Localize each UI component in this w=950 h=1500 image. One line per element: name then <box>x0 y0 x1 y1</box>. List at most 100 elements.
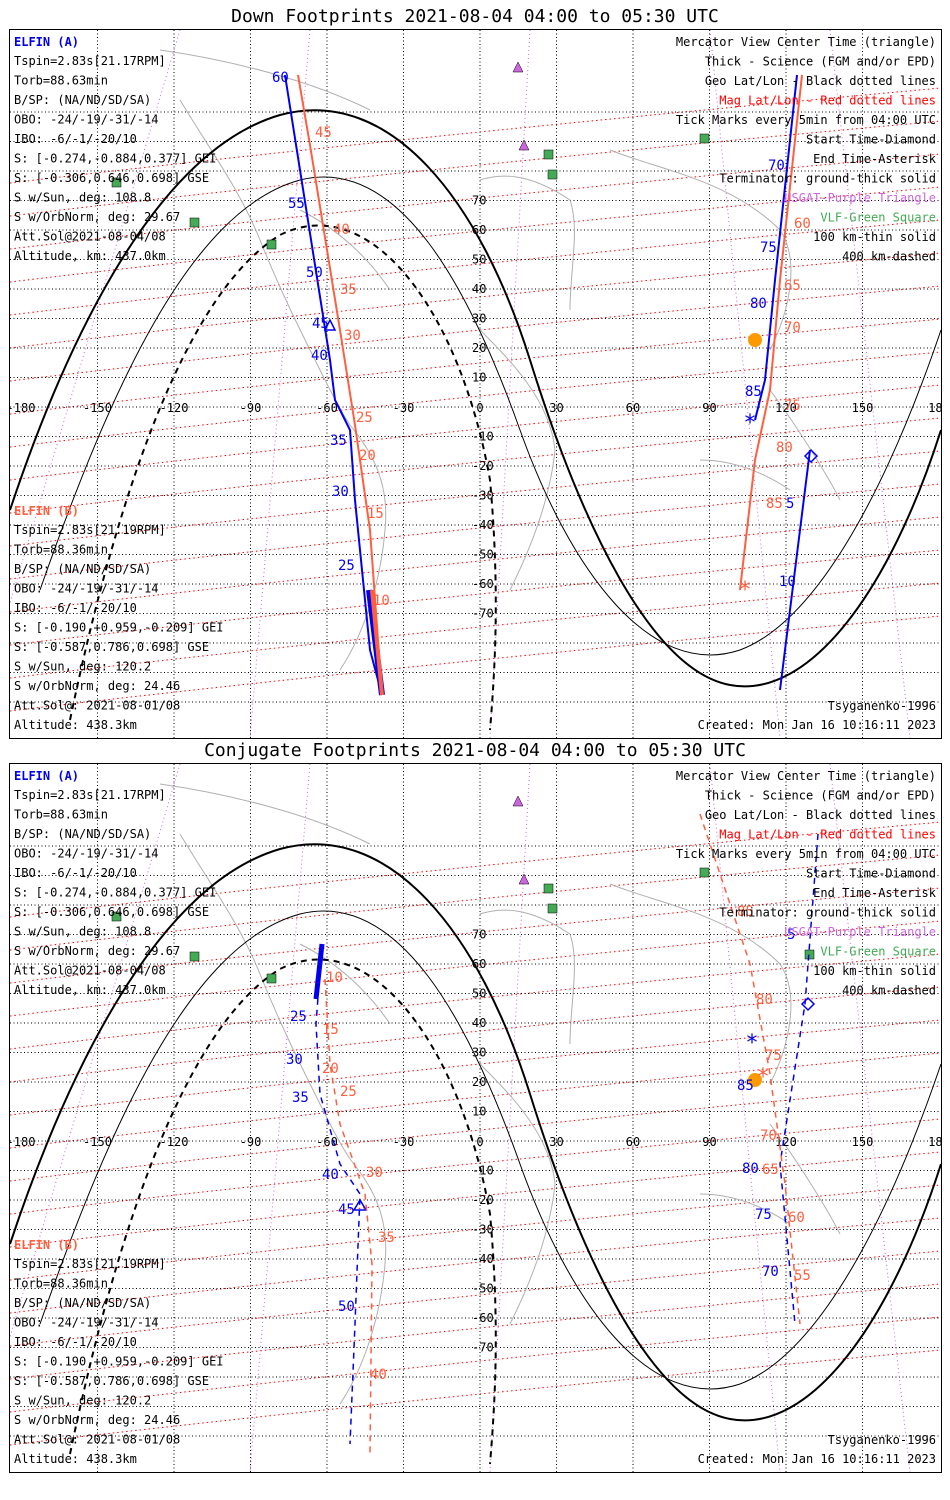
coastline <box>159 783 371 845</box>
lat-tick-label: 40 <box>472 1016 486 1030</box>
elfin-b-time-label: 40 <box>370 1367 387 1383</box>
elfin-b-time-label: 80 <box>756 992 773 1008</box>
panel-2-title: Conjugate Footprints 2021-08-04 04:00 to… <box>204 740 746 761</box>
mag-lat-line <box>10 615 941 712</box>
elfin-b-info-line: S: [-0.190,+0.959,-0.209] GEI <box>14 1355 224 1369</box>
elfin-a-info-line: Att.Sol@2021-08-04/08 <box>14 964 166 978</box>
mag-lon-line <box>249 764 311 1472</box>
elfin-b-time-label: 35 <box>340 282 357 298</box>
elfin-a-orbit-line-east <box>754 74 798 421</box>
coastline <box>699 459 791 491</box>
elfin-b-time-label: 70 <box>784 320 801 336</box>
legend-entry: USGAT-Purple Triangle <box>784 925 936 939</box>
elfin-b-time-label: 10 <box>326 970 343 986</box>
lon-tick-label: 90 <box>702 1135 716 1149</box>
lon-tick-label: 90 <box>702 401 716 415</box>
elfin-a-orbit-line <box>284 74 383 696</box>
lat-tick-label: -40 <box>472 1252 494 1266</box>
elfin-b-info-line: B/SP: (NA/ND/SD/SA) <box>14 1296 151 1310</box>
mag-lat-line <box>10 417 941 514</box>
elfin-a-time-label: 45 <box>312 316 329 332</box>
legend-entry: 100 km-thin solid <box>813 230 936 244</box>
lat-tick-label: 60 <box>472 223 486 237</box>
elfin-a-info: ELFIN (A) Tspin=2.83s[21.17RPM] Torb=88.63… <box>14 769 216 997</box>
elfin-a-info-line: Altitude, km: 437.0km <box>14 983 166 997</box>
lon-tick-label: 60 <box>626 401 640 415</box>
elfin-a-info-line: OBO: -24/-19/-31/-14 <box>14 847 159 861</box>
elfin-a-time-label: 30 <box>286 1052 303 1068</box>
end-asterisk-a: * <box>743 411 756 436</box>
lat-tick-label: -40 <box>472 518 494 532</box>
elfin-b-label: ELFIN (B) <box>14 504 79 518</box>
elfin-b-time-label: 25 <box>340 1084 357 1100</box>
created-timestamp: Created: Mon Jan 16 10:16:11 2023 <box>698 718 936 732</box>
elfin-a-time-label: 40 <box>311 348 328 364</box>
elfin-b-info-line: Torb=88.36min <box>14 543 108 557</box>
usgat-triangle <box>518 873 530 885</box>
terminator-400km <box>69 958 497 1465</box>
elfin-a-info: ELFIN (A) Tspin=2.83s[21.17RPM] Torb=88.63… <box>14 35 216 263</box>
legend-entry: Thick - Science (FGM and/or EPD) <box>705 789 936 803</box>
elfin-a-info-line: S: [-0.274,-0.884,0.377] GEI <box>14 152 216 166</box>
lat-tick-label: 60 <box>472 957 486 971</box>
terminator-ground <box>10 843 941 1422</box>
coastline <box>479 1063 556 1325</box>
model-label: Tsyganenko-1996 <box>828 1433 936 1447</box>
elfin-a-time-label: 50 <box>306 265 323 281</box>
lat-tick-label: -50 <box>472 1282 494 1296</box>
elfin-a-time-label: 75 <box>755 1207 772 1223</box>
elfin-b-time-label: 15 <box>367 506 384 522</box>
lon-tick-label: 150 <box>852 1135 874 1149</box>
lat-tick-label: -30 <box>472 1223 494 1237</box>
map-canvas: -180 -150 -120 -90 -60 -30 0 30 60 90 120 150 180 70 6… <box>10 30 941 738</box>
elfin-b-info-line: IBO: -6/-1/-20/10 <box>14 1335 137 1349</box>
coastline <box>159 49 371 111</box>
lon-tick-label: 150 <box>852 401 874 415</box>
coastline <box>339 1158 387 1405</box>
mag-lat-line <box>10 920 941 1017</box>
legend-entry: Mag Lat/Lon - Red dotted lines <box>719 94 936 108</box>
elfin-a-time-label: 30 <box>332 484 349 500</box>
lon-tick-label: -90 <box>240 1135 262 1149</box>
elfin-b-time-label: 70 <box>760 1128 777 1144</box>
coastline <box>479 175 575 311</box>
elfin-b-info-line: Tspin=2.83s[21.19RPM] <box>14 523 166 537</box>
elfin-a-info-line: S: [-0.306,0.646,0.698] GSE <box>14 171 209 185</box>
created-timestamp: Created: Mon Jan 16 10:16:11 2023 <box>698 1452 936 1466</box>
elfin-b-info-line: OBO: -24/-19/-31/-14 <box>14 1316 159 1330</box>
lat-tick-label: 70 <box>472 928 486 942</box>
coastline <box>299 943 391 1025</box>
lat-tick-label: 30 <box>472 1046 486 1060</box>
legend-entry: End Time-Asterisk <box>813 152 937 166</box>
elfin-a-time-label: 10 <box>779 574 796 590</box>
lon-tick-label: -120 <box>160 1135 189 1149</box>
elfin-b-time-label: 20 <box>359 448 376 464</box>
elfin-b-time-label: 65 <box>762 1162 779 1178</box>
mag-lat-line <box>10 252 941 349</box>
elfin-a-info-line: Altitude, km: 437.0km <box>14 249 166 263</box>
start-diamond <box>803 448 819 464</box>
elfin-b-time-label: 60 <box>788 1210 805 1226</box>
lat-tick-label: 20 <box>472 341 486 355</box>
elfin-b-info-line: S w/OrbNorm, deg: 24.46 <box>14 1413 180 1427</box>
mag-lon-line <box>829 764 911 1472</box>
legend-entry: Tick Marks every 5min from 04:00 UTC <box>676 847 936 861</box>
elfin-a-time-label: 5 <box>786 496 794 512</box>
elfin-a-orbit-line-south <box>779 449 811 691</box>
elfin-b-info-line: S: [-0.587,0.786,0.698] GSE <box>14 640 209 654</box>
lon-tick-label: 30 <box>549 1135 563 1149</box>
legend-entry: Geo Lat/Lon - Black dotted lines <box>705 74 936 88</box>
coastlines <box>159 49 841 671</box>
elfin-b-time-label: 45 <box>315 125 332 141</box>
map-canvas: -180 -150 -120 -90 -60 -30 0 30 60 90 120 150 180 70 6… <box>10 764 941 1472</box>
vlf-station-square <box>547 169 558 180</box>
elfin-a-label: ELFIN (A) <box>14 35 79 49</box>
elfin-b-time-label: 85 <box>737 904 754 920</box>
elfin-a-orbit-line <box>315 943 361 1445</box>
lon-tick-label: -180 <box>10 1135 35 1149</box>
elfin-b-orbit-line <box>297 74 383 696</box>
elfin-a-info-line: S: [-0.306,0.646,0.698] GSE <box>14 905 209 919</box>
end-asterisk-a: * <box>745 1031 758 1056</box>
mag-lat-line <box>10 318 941 415</box>
geo-grid <box>10 30 941 738</box>
